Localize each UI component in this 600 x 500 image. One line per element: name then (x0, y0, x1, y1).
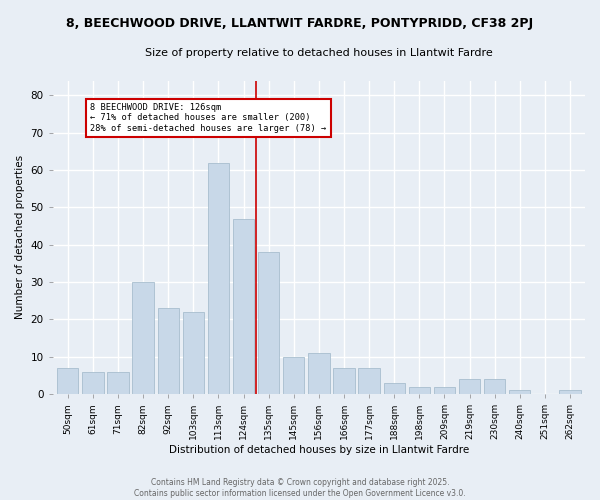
Bar (208, 162, 229, 394)
Bar (283, 356, 304, 394)
Title: Size of property relative to detached houses in Llantwit Fardre: Size of property relative to detached ho… (145, 48, 493, 58)
Bar (358, 368, 380, 394)
Bar (333, 368, 355, 394)
Text: 8, BEECHWOOD DRIVE, LLANTWIT FARDRE, PONTYPRIDD, CF38 2PJ: 8, BEECHWOOD DRIVE, LLANTWIT FARDRE, PON… (67, 18, 533, 30)
Bar (509, 390, 530, 394)
X-axis label: Distribution of detached houses by size in Llantwit Fardre: Distribution of detached houses by size … (169, 445, 469, 455)
Text: 8 BEECHWOOD DRIVE: 126sqm
← 71% of detached houses are smaller (200)
28% of semi: 8 BEECHWOOD DRIVE: 126sqm ← 71% of detac… (91, 103, 326, 132)
Bar (383, 383, 405, 394)
Bar (484, 379, 505, 394)
Bar (158, 308, 179, 394)
Bar (233, 218, 254, 394)
Bar (182, 312, 204, 394)
Text: Contains HM Land Registry data © Crown copyright and database right 2025.
Contai: Contains HM Land Registry data © Crown c… (134, 478, 466, 498)
Bar (459, 379, 480, 394)
Bar (559, 390, 581, 394)
Bar (82, 372, 104, 394)
Bar (434, 386, 455, 394)
Bar (409, 386, 430, 394)
Bar (133, 282, 154, 394)
Bar (107, 372, 128, 394)
Bar (258, 252, 280, 394)
Bar (308, 353, 329, 394)
Bar (57, 368, 79, 394)
Y-axis label: Number of detached properties: Number of detached properties (15, 155, 25, 320)
